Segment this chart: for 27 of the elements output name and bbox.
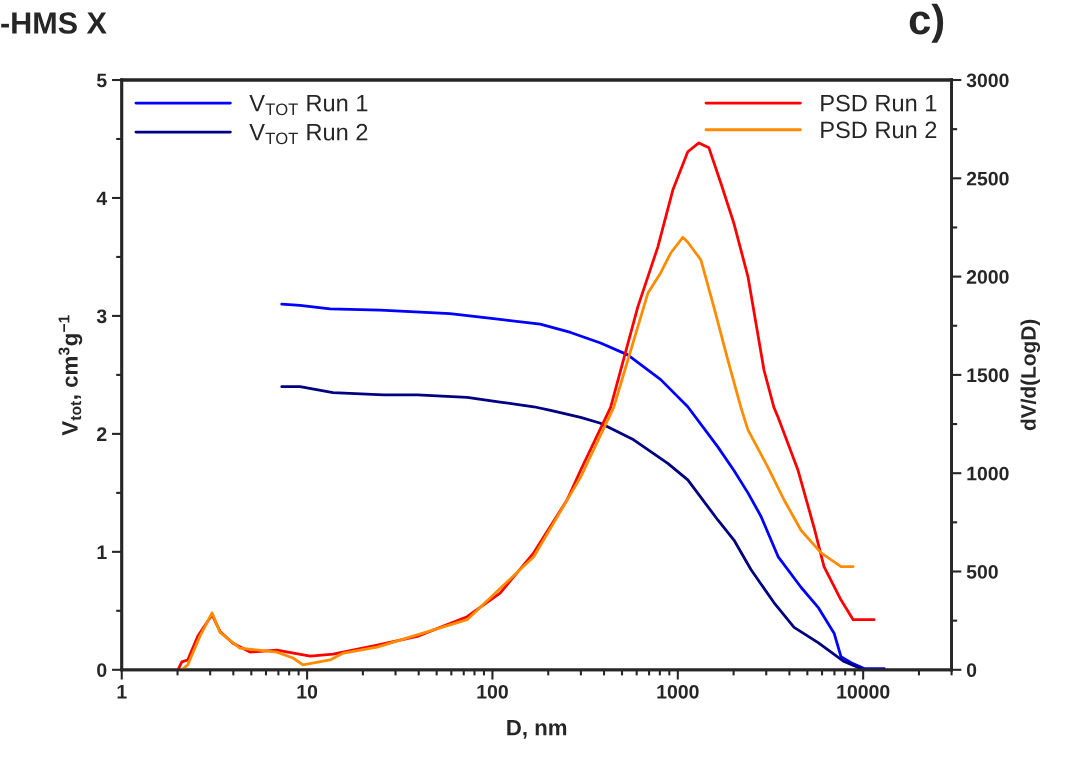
legend-label: V$_{TOT}$ Run 1 — [249, 95, 368, 116]
legend-label: V$_{TOT}$ Run 2 — [249, 123, 368, 145]
x-tick-label: 100 — [477, 684, 508, 699]
y2-tick-label: 500 — [966, 564, 998, 579]
chart-title: -HMS X — [1, 12, 107, 34]
x-tick-label: 10 — [297, 684, 318, 699]
x-axis-title: D, nm — [507, 719, 567, 739]
legend-label: PSD Run 2 — [821, 121, 937, 139]
y2-tick-label: 2500 — [966, 171, 1009, 186]
y2-tick-label: 2000 — [966, 270, 1009, 284]
text: c) — [909, 3, 944, 43]
x-tick-label: 1000 — [657, 684, 699, 699]
x-tick-label: 1 — [117, 685, 127, 699]
y2-tick-label: 1500 — [967, 368, 1009, 383]
x-tick-label: 10000 — [837, 684, 890, 699]
y2-tick-label: 3000 — [966, 73, 1009, 88]
y-tick-label: 0 — [97, 663, 107, 678]
y-axis-title: V$_{tot}$, cm$^{3}$g$^{−1}$ — [58, 315, 83, 436]
y2-tick-label: 1000 — [967, 466, 1009, 481]
y2-tick-label: 0 — [966, 663, 977, 678]
y2-axis-title: dV/d(LogD) — [1020, 319, 1041, 431]
y-tick-label: 1 — [97, 545, 107, 559]
y-tick-label: 2 — [97, 427, 107, 441]
y-tick-label: 5 — [96, 73, 107, 88]
y-tick-label: 3 — [96, 309, 107, 324]
y-tick-label: 4 — [96, 191, 108, 206]
legend-label: PSD Run 1 — [821, 94, 937, 112]
